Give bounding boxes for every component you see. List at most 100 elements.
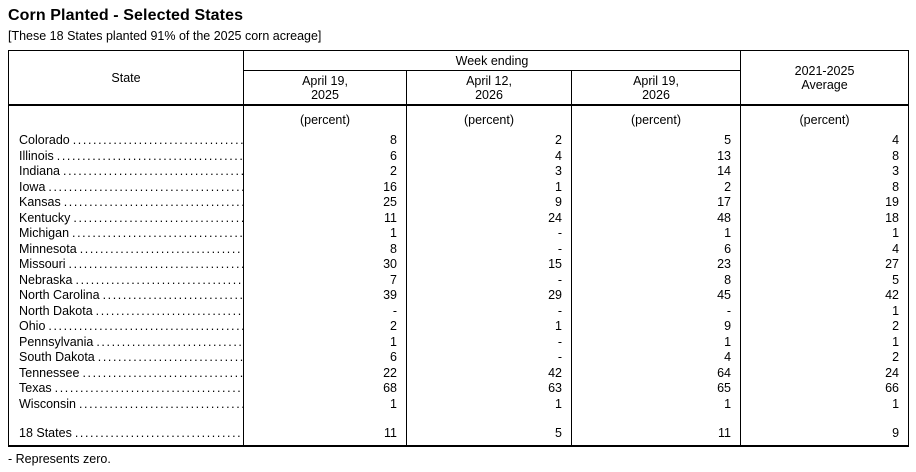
state-cell: Illinois................................…	[9, 149, 244, 165]
spacer-cell	[740, 412, 909, 425]
corn-planted-table: State Week ending 2021-2025 Average Apri…	[8, 50, 910, 447]
state-cell: Wisconsin...............................…	[9, 397, 244, 413]
table-row: North Dakota............................…	[9, 303, 909, 320]
value-cell: 1	[406, 396, 572, 412]
value-cell: 1	[740, 334, 909, 350]
value-cell: 6	[570, 241, 741, 257]
state-cell: Kansas..................................…	[9, 195, 244, 211]
value-cell: 19	[740, 195, 909, 211]
value-cell: 45	[570, 288, 741, 304]
date-3-line1: April 19,	[633, 73, 679, 88]
table-row: Michigan................................…	[9, 226, 909, 242]
dot-leader: ........................................…	[78, 396, 244, 411]
value-cell: 8	[740, 148, 909, 164]
value-cell: 23	[570, 257, 741, 273]
value-cell: 1	[406, 179, 572, 195]
value-cell: 8	[570, 272, 741, 288]
value-cell: 64	[570, 365, 741, 381]
value-cell: 1	[740, 396, 909, 412]
value-cell: 9	[406, 195, 572, 211]
state-label: Minnesota	[19, 241, 77, 256]
value-cell: 9	[570, 319, 741, 335]
value-cell: 4	[406, 148, 572, 164]
value-cell: 68	[243, 381, 407, 397]
state-cell: Iowa....................................…	[9, 180, 244, 196]
state-label: Kansas	[19, 195, 61, 209]
state-label: Colorado	[19, 133, 70, 147]
value-cell: 4	[570, 350, 741, 366]
state-cell: North Dakota............................…	[9, 304, 244, 320]
value-cell: 6	[243, 350, 407, 366]
value-cell: 27	[740, 257, 909, 273]
state-label: South Dakota	[19, 350, 95, 364]
value-cell: 63	[406, 381, 572, 397]
value-cell: 42	[740, 288, 909, 304]
value-cell: 3	[406, 164, 572, 180]
average-column-header: 2021-2025 Average	[740, 50, 909, 105]
value-cell: 11	[243, 425, 407, 446]
value-cell: 17	[570, 195, 741, 211]
header-row-group: State Week ending 2021-2025 Average	[9, 50, 909, 105]
week-ending-header: Week ending	[242, 50, 741, 71]
unit-label: (percent)	[406, 104, 572, 133]
value-cell: 66	[740, 381, 909, 397]
value-cell: 5	[406, 425, 572, 446]
table-row: Pennsylvania............................…	[9, 334, 909, 351]
state-label: Wisconsin	[19, 396, 76, 411]
value-cell: 4	[740, 133, 909, 149]
value-cell: 24	[740, 365, 909, 381]
value-cell: 18	[740, 210, 909, 226]
value-cell: 6	[243, 148, 407, 164]
value-cell: -	[406, 303, 572, 319]
state-cell: Nebraska................................…	[9, 273, 244, 289]
state-cell: Pennsylvania............................…	[9, 335, 244, 351]
dot-leader: ........................................…	[63, 195, 244, 209]
value-cell: -	[570, 303, 741, 319]
value-cell: 22	[243, 365, 407, 381]
dot-leader: ........................................…	[102, 288, 244, 302]
unit-row: (percent) (percent) (percent) (percent)	[8, 104, 909, 133]
footnote-represents-zero: - Represents zero.	[8, 452, 111, 466]
state-cell: Kentucky................................…	[9, 211, 244, 227]
table-row: Colorado................................…	[9, 133, 909, 149]
dot-leader: ........................................…	[96, 334, 244, 349]
value-cell: 13	[570, 148, 741, 164]
average-header-line1: 2021-2025	[794, 63, 855, 78]
unit-label: (percent)	[570, 104, 741, 133]
table-body: Colorado................................…	[9, 133, 909, 446]
value-cell: 9	[740, 425, 909, 446]
value-cell: -	[243, 303, 407, 319]
value-cell: 24	[406, 210, 572, 226]
value-cell: 8	[243, 241, 407, 257]
value-cell: 14	[570, 164, 741, 180]
state-label: Missouri	[19, 257, 66, 271]
spacer-row	[9, 412, 909, 425]
table-row: Texas...................................…	[9, 381, 909, 397]
table-row: Kentucky................................…	[9, 210, 909, 227]
table-row: Tennessee...............................…	[9, 365, 909, 381]
value-cell: 5	[740, 272, 909, 288]
value-cell: 29	[406, 288, 572, 304]
state-label: Kentucky	[19, 210, 71, 225]
dot-leader: ........................................…	[75, 272, 244, 287]
value-cell: 2	[406, 133, 572, 149]
value-cell: 4	[740, 241, 909, 257]
date-column-header-3: April 19, 2026	[570, 70, 741, 105]
value-cell: 3	[740, 164, 909, 180]
state-label: Ohio	[19, 319, 46, 333]
state-cell: Ohio....................................…	[9, 319, 244, 335]
value-cell: 1	[570, 226, 741, 242]
value-cell: 1	[243, 334, 407, 350]
table-row: Illinois................................…	[9, 148, 909, 165]
spacer-cell	[570, 412, 741, 425]
table-row: South Dakota............................…	[9, 350, 909, 366]
value-cell: 42	[406, 365, 572, 381]
table-row: Nebraska................................…	[9, 272, 909, 289]
dot-leader: ........................................…	[56, 148, 244, 163]
value-cell: 25	[243, 195, 407, 211]
table-row: Minnesota...............................…	[9, 241, 909, 257]
total-row: 18 States...............................…	[9, 425, 909, 446]
date-1-line2: 2025	[311, 87, 339, 102]
dot-leader: ........................................…	[97, 350, 244, 364]
state-cell: Missouri................................…	[9, 257, 244, 273]
